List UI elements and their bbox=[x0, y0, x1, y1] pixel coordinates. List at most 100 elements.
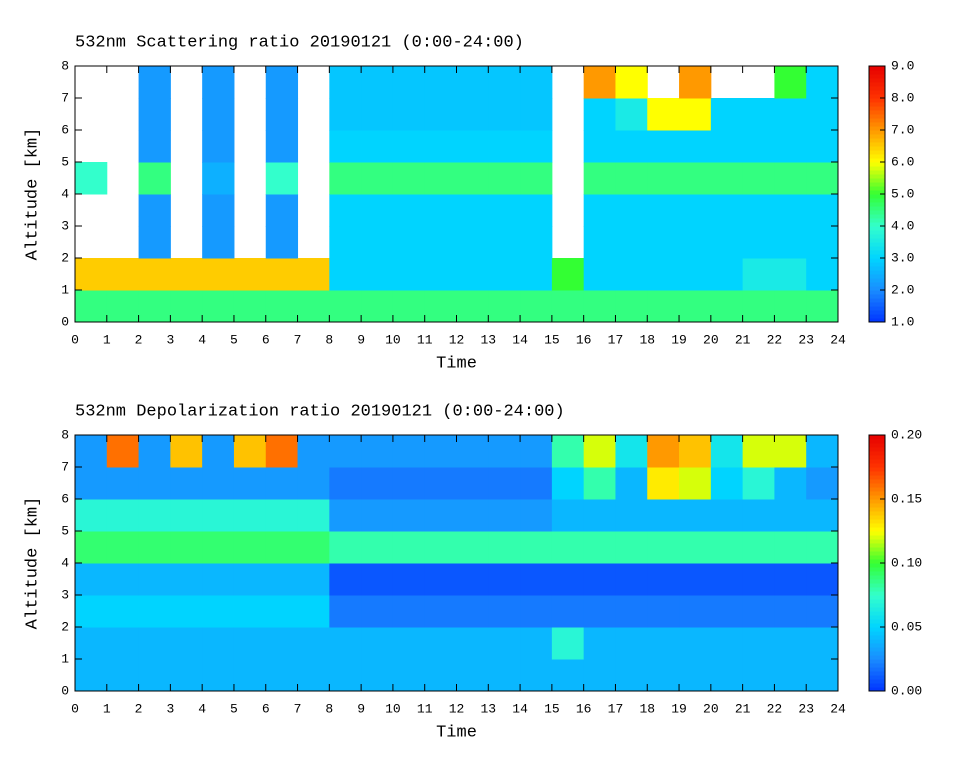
y-tick-label: 7 bbox=[61, 90, 69, 105]
colorbar-step bbox=[869, 150, 885, 155]
heat-cell bbox=[647, 563, 680, 596]
heat-cell bbox=[710, 194, 744, 227]
colorbar-tick-label: 5.0 bbox=[891, 186, 914, 201]
colorbar-step bbox=[869, 455, 885, 460]
colorbar-step bbox=[869, 631, 885, 636]
heat-cell bbox=[202, 499, 235, 532]
heat-cell bbox=[456, 98, 489, 131]
colorbar-step bbox=[869, 166, 885, 171]
x-tick-label: 10 bbox=[385, 332, 401, 347]
colorbar-step bbox=[869, 274, 885, 279]
x-tick-label: 8 bbox=[325, 332, 333, 347]
heat-cell bbox=[710, 627, 744, 660]
x-tick-label: 3 bbox=[166, 701, 174, 716]
colorbar-step bbox=[869, 483, 885, 488]
heat-cell bbox=[806, 467, 839, 500]
y-axis-label: Altitude [km] bbox=[23, 497, 42, 630]
colorbar-step bbox=[869, 234, 885, 239]
heat-cell bbox=[106, 290, 140, 323]
x-axis-label: Time bbox=[436, 354, 477, 373]
heat-cell bbox=[456, 499, 489, 532]
colorbar-step bbox=[869, 615, 885, 620]
heat-cell bbox=[424, 98, 457, 131]
heat-cell bbox=[774, 467, 807, 500]
heat-cell bbox=[647, 194, 680, 227]
heat-cell bbox=[138, 66, 171, 99]
heat-cell bbox=[233, 435, 267, 468]
heat-cell bbox=[456, 66, 489, 99]
heat-cell bbox=[75, 531, 108, 564]
heat-cell bbox=[392, 290, 426, 323]
x-tick-label: 9 bbox=[357, 701, 365, 716]
heat-cell bbox=[806, 290, 839, 323]
heat-cell bbox=[329, 194, 362, 227]
heat-cell bbox=[488, 435, 521, 468]
heat-cell bbox=[774, 627, 807, 660]
heat-cell bbox=[615, 162, 648, 195]
y-tick-label: 8 bbox=[61, 58, 69, 73]
heat-cell bbox=[456, 435, 489, 468]
heat-cell bbox=[774, 162, 807, 195]
heat-cell bbox=[647, 467, 680, 500]
y-tick-label: 6 bbox=[61, 122, 69, 137]
x-tick-label: 1 bbox=[103, 332, 111, 347]
heat-cell bbox=[456, 290, 489, 323]
chart-title: 532nm Depolarization ratio 20190121 (0:0… bbox=[75, 402, 565, 421]
colorbar-tick-label: 0.05 bbox=[891, 619, 922, 634]
heat-cell bbox=[170, 659, 203, 692]
heat-cell bbox=[329, 226, 362, 259]
x-tick-label: 24 bbox=[830, 701, 846, 716]
heat-cell bbox=[551, 531, 585, 564]
heat-cell bbox=[138, 194, 171, 227]
colorbar-step bbox=[869, 226, 885, 231]
colorbar-step bbox=[869, 539, 885, 544]
colorbar-step bbox=[869, 298, 885, 303]
heat-cell bbox=[138, 499, 171, 532]
heat-cell bbox=[392, 98, 426, 131]
heat-cell bbox=[583, 659, 616, 692]
colorbar-step bbox=[869, 675, 885, 680]
heat-cell bbox=[297, 563, 330, 596]
y-tick-label: 5 bbox=[61, 154, 69, 169]
heat-cell bbox=[520, 531, 553, 564]
heat-cell bbox=[647, 290, 680, 323]
heat-cell bbox=[520, 595, 553, 628]
heat-cell bbox=[520, 499, 553, 532]
heat-cell bbox=[806, 435, 839, 468]
heat-cell bbox=[233, 290, 267, 323]
heat-cell bbox=[106, 467, 140, 500]
heat-cell bbox=[392, 435, 426, 468]
colorbar-step bbox=[869, 451, 885, 456]
heat-cell bbox=[138, 627, 171, 660]
heat-cell bbox=[583, 162, 616, 195]
heat-cell bbox=[647, 531, 680, 564]
x-tick-label: 19 bbox=[671, 701, 687, 716]
heat-cell bbox=[679, 595, 712, 628]
heat-cell bbox=[647, 627, 680, 660]
heat-cell bbox=[456, 467, 489, 500]
heat-cell bbox=[265, 258, 299, 291]
colorbar-step bbox=[869, 555, 885, 560]
heat-cell bbox=[488, 66, 521, 99]
y-tick-label: 1 bbox=[61, 282, 69, 297]
x-tick-label: 1 bbox=[103, 701, 111, 716]
x-tick-label: 7 bbox=[294, 701, 302, 716]
colorbar-step bbox=[869, 262, 885, 267]
colorbar-step bbox=[869, 286, 885, 291]
x-tick-label: 2 bbox=[135, 332, 143, 347]
heat-cell bbox=[392, 499, 426, 532]
heat-cell bbox=[710, 531, 744, 564]
heat-cell bbox=[392, 162, 426, 195]
colorbar-step bbox=[869, 439, 885, 444]
colorbar-step bbox=[869, 190, 885, 195]
colorbar-step bbox=[869, 435, 885, 440]
heat-cell bbox=[615, 290, 648, 323]
heat-cell bbox=[774, 258, 807, 291]
heat-cell bbox=[265, 130, 299, 163]
heat-cell bbox=[679, 226, 712, 259]
heat-cell bbox=[806, 531, 839, 564]
heat-cell bbox=[583, 467, 616, 500]
heat-cell bbox=[138, 595, 171, 628]
colorbar-step bbox=[869, 647, 885, 652]
heat-cell bbox=[297, 659, 330, 692]
